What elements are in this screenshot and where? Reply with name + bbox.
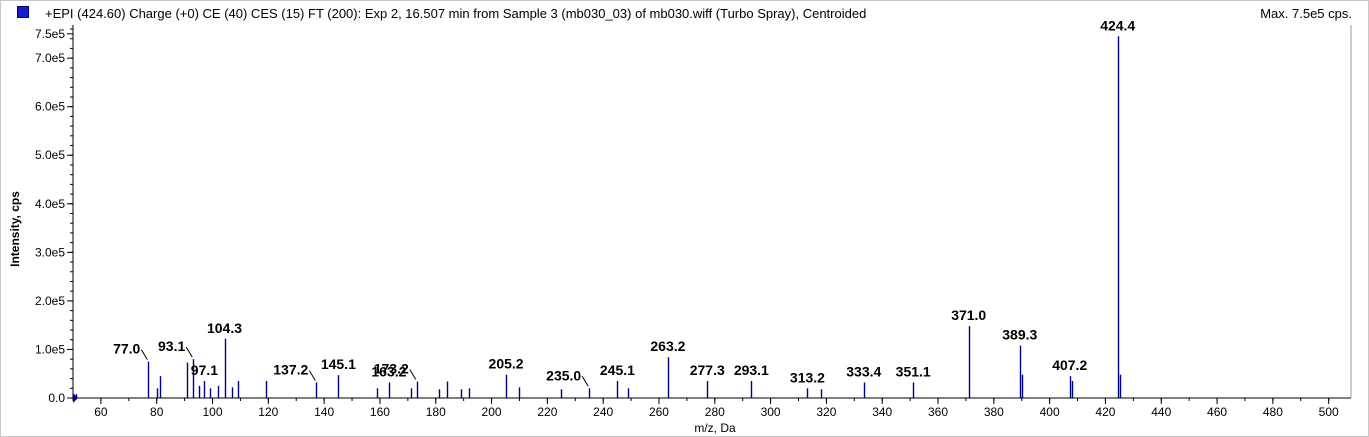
x-tick-label: 120 (258, 405, 278, 419)
peak-label: 351.1 (896, 363, 931, 379)
x-tick-label: 100 (203, 405, 223, 419)
peak-label: 277.3 (690, 362, 725, 378)
peak-label: 173.2 (374, 360, 409, 376)
peak-label: 371.0 (951, 307, 986, 323)
peak-label: 97.1 (191, 362, 218, 378)
x-tick-label: 60 (94, 405, 108, 419)
y-tick-label: 4.0e5 (35, 197, 65, 211)
peak-label: 293.1 (734, 362, 769, 378)
x-tick-label: 260 (649, 405, 669, 419)
peak-label: 313.2 (790, 369, 825, 385)
x-tick-label: 280 (705, 405, 725, 419)
peak-label: 424.4 (1100, 17, 1135, 33)
x-tick-label: 200 (482, 405, 502, 419)
x-tick-label: 480 (1263, 405, 1283, 419)
spectrum-header-title: +EPI (424.60) Charge (+0) CE (40) CES (1… (45, 6, 867, 21)
x-tick-label: 80 (150, 405, 164, 419)
y-tick-label: 1.0e5 (35, 342, 65, 356)
x-tick-label: 500 (1319, 405, 1339, 419)
peak-label: 333.4 (846, 363, 881, 379)
x-tick-label: 320 (816, 405, 836, 419)
x-tick-label: 180 (426, 405, 446, 419)
peak-label: 163.2 (371, 363, 406, 379)
y-tick-label: 6.0e5 (35, 100, 65, 114)
x-tick-label: 380 (984, 405, 1004, 419)
peak-label-leader (308, 370, 316, 381)
x-tick-label: 400 (1040, 405, 1060, 419)
y-tick-label: 7.5e5 (35, 27, 65, 41)
peak-label: 263.2 (650, 338, 685, 354)
peak-label: 205.2 (489, 356, 524, 372)
x-tick-label: 420 (1095, 405, 1115, 419)
peak-label: 235.0 (546, 367, 581, 383)
peak-label: 104.3 (207, 320, 242, 336)
y-tick-label: 5.0e5 (35, 148, 65, 162)
x-tick-label: 300 (761, 405, 781, 419)
y-tick-label: 2.0e5 (35, 294, 65, 308)
x-tick-label: 160 (370, 405, 390, 419)
y-axis-title: Intensity, cps (8, 191, 22, 267)
legend-swatch (17, 6, 29, 18)
peak-label: 389.3 (1002, 327, 1037, 343)
x-tick-label: 360 (928, 405, 948, 419)
x-tick-label: 340 (872, 405, 892, 419)
peaks-layer (75, 36, 1122, 398)
x-tick-label: 460 (1207, 405, 1227, 419)
peak-label-leader (185, 346, 193, 358)
peak-label: 145.1 (321, 356, 356, 372)
x-tick-label: 140 (314, 405, 334, 419)
peak-label: 93.1 (158, 338, 185, 354)
origin-marker (73, 393, 78, 403)
x-tick-label: 240 (593, 405, 613, 419)
peak-label: 245.1 (600, 362, 635, 378)
peak-label: 137.2 (273, 361, 308, 377)
peak-label-leader (409, 369, 417, 380)
peak-label-leader (140, 349, 148, 360)
y-tick-label: 3.0e5 (35, 245, 65, 259)
peak-label: 77.0 (113, 341, 140, 357)
x-tick-label: 220 (537, 405, 557, 419)
y-tick-label: 7.0e5 (35, 51, 65, 65)
y-tick-label: 0.0 (48, 391, 65, 405)
peak-label: 407.2 (1052, 357, 1087, 373)
x-axis-title: m/z, Da (694, 421, 736, 435)
peak-label-leader (581, 376, 589, 387)
axes-layer: 60 80 100 120 140 160 180 200 220 240 260 280 300 320… (35, 25, 1352, 419)
max-intensity-label: Max. 7.5e5 cps. (1260, 6, 1352, 21)
x-tick-label: 440 (1151, 405, 1171, 419)
